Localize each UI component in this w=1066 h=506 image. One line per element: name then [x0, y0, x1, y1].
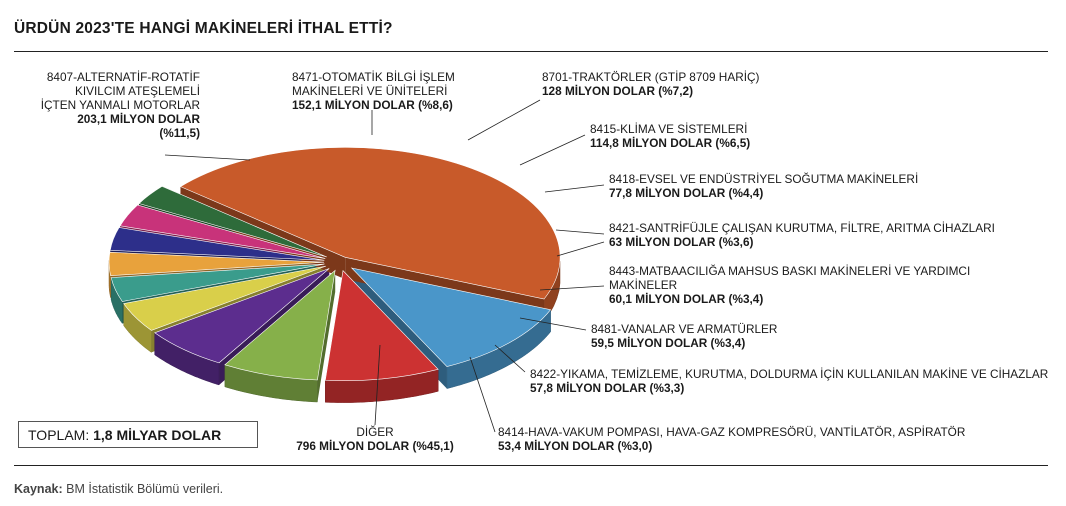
slice-8421: [110, 263, 325, 302]
pie-slices: [108, 147, 561, 403]
label-8481: 8481-VANALAR VE ARMATÜRLER 59,5 MİLYON D…: [591, 322, 891, 350]
slice-8415: [154, 268, 330, 364]
source-note: Kaynak: BM İstatistik Bölümü verileri.: [14, 482, 223, 496]
label-8443: 8443-MATBAACILIĞA MAHSUS BASKI MAKİNELER…: [609, 264, 1019, 306]
label-8422-value: 57,8 MİLYON DOLAR (%3,3): [530, 381, 685, 395]
label-8418: 8418-EVSEL VE ENDÜSTRİYEL SOĞUTMA MAKİNE…: [609, 172, 1029, 200]
slice-8701: [224, 269, 336, 381]
label-8481-value: 59,5 MİLYON DOLAR (%3,4): [591, 336, 746, 350]
leader-line-diger: [469, 356, 496, 433]
label-8701-value: 128 MİLYON DOLAR (%7,2): [542, 84, 693, 98]
label-8701-name: 8701-TRAKTÖRLER (GTİP 8709 HARİÇ): [542, 70, 760, 84]
leader-line-8443: [556, 241, 605, 257]
label-8418-value: 77,8 MİLYON DOLAR (%4,4): [609, 186, 764, 200]
pie-chart: [108, 99, 605, 433]
label-8415-value: 114,8 MİLYON DOLAR (%6,5): [590, 136, 751, 150]
label-8481-name: 8481-VANALAR VE ARMATÜRLER: [591, 322, 778, 336]
label-8422: 8422-YIKAMA, TEMİZLEME, KURUTMA, DOLDURM…: [530, 367, 1050, 395]
slice-8407: [350, 267, 552, 367]
slice-8414: [138, 185, 327, 258]
title-divider: [14, 51, 1048, 52]
total-label: TOPLAM:: [28, 427, 90, 443]
slice-cut-8701-0: [317, 270, 336, 403]
label-8701: 8701-TRAKTÖRLER (GTİP 8709 HARİÇ) 128 Mİ…: [542, 70, 862, 98]
label-8471: 8471-OTOMATİK BİLGİ İŞLEM MAKİNELERİ VE …: [292, 70, 482, 112]
label-diger-value: 796 MİLYON DOLAR (%45,1): [296, 439, 454, 453]
label-8407-name: 8407-ALTERNATİF-ROTATİF KIVILCIM ATEŞLEM…: [40, 70, 200, 112]
leader-line-8418: [544, 184, 605, 193]
footer-divider: [14, 465, 1048, 466]
label-8414-name: 8414-HAVA-VAKUM POMPASI, HAVA-GAZ KOMPRE…: [498, 425, 966, 439]
label-diger-name: DİĞER: [356, 425, 394, 439]
leader-line-8421: [555, 229, 605, 235]
leader-line-8481: [539, 285, 605, 291]
leader-line-diger: [374, 344, 381, 426]
label-8443-name: 8443-MATBAACILIĞA MAHSUS BASKI MAKİNELER…: [609, 264, 971, 292]
total-value: 1,8 MİLYAR DOLAR: [93, 427, 222, 443]
label-diger: DİĞER 796 MİLYON DOLAR (%45,1): [280, 425, 470, 453]
source-label: Kaynak:: [14, 482, 63, 496]
leader-line-8701: [467, 99, 541, 141]
label-8421: 8421-SANTRİFÜJLE ÇALIŞAN KURUTMA, FİLTRE…: [609, 221, 1049, 249]
slice-8471: [324, 270, 439, 381]
leader-line-8422: [519, 317, 587, 331]
label-8414: 8414-HAVA-VAKUM POMPASI, HAVA-GAZ KOMPRE…: [498, 425, 1038, 453]
label-8471-name: 8471-OTOMATİK BİLGİ İŞLEM MAKİNELERİ VE …: [292, 70, 455, 98]
leader-line-8407: [164, 154, 251, 161]
label-8471-value: 152,1 MİLYON DOLAR (%8,6): [292, 98, 453, 112]
label-8421-value: 63 MİLYON DOLAR (%3,6): [609, 235, 754, 249]
label-8415: 8415-KLİMA VE SİSTEMLERİ 114,8 MİLYON DO…: [590, 122, 910, 150]
label-8422-name: 8422-YIKAMA, TEMİZLEME, KURUTMA, DOLDURM…: [530, 367, 1049, 381]
label-8418-name: 8418-EVSEL VE ENDÜSTRİYEL SOĞUTMA MAKİNE…: [609, 172, 919, 186]
total-box: TOPLAM: 1,8 MİLYAR DOLAR: [18, 421, 258, 448]
slice-8422: [119, 204, 326, 259]
slice-8418: [123, 265, 326, 331]
label-8407-value: 203,1 MİLYON DOLAR (%11,5): [77, 112, 200, 140]
source-text: BM İstatistik Bölümü verileri.: [66, 482, 224, 496]
label-8407: 8407-ALTERNATİF-ROTATİF KIVILCIM ATEŞLEM…: [40, 70, 200, 140]
label-8443-value: 60,1 MİLYON DOLAR (%3,4): [609, 292, 764, 306]
slice-8443: [108, 251, 325, 277]
leader-line-8414: [494, 344, 526, 373]
label-8414-value: 53,4 MİLYON DOLAR (%3,0): [498, 439, 653, 453]
leader-line-8415: [519, 134, 586, 166]
chart-title: ÜRDÜN 2023'TE HANGİ MAKİNELERİ İTHAL ETT…: [14, 20, 393, 37]
label-8415-name: 8415-KLİMA VE SİSTEMLERİ: [590, 122, 748, 136]
label-8421-name: 8421-SANTRİFÜJLE ÇALIŞAN KURUTMA, FİLTRE…: [609, 221, 995, 235]
slice-8481: [109, 227, 325, 261]
